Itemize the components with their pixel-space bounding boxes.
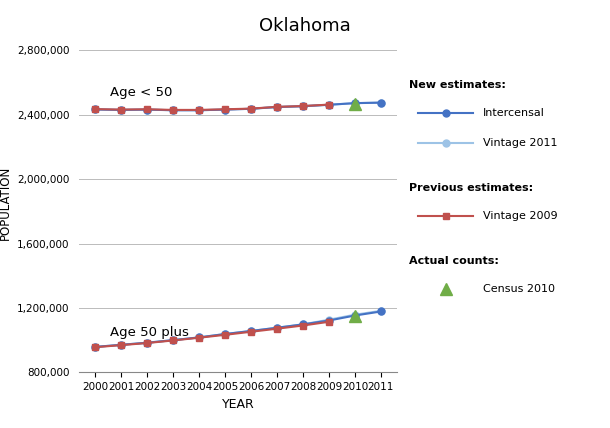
- Text: Age < 50: Age < 50: [110, 86, 173, 99]
- Text: Vintage 2009: Vintage 2009: [483, 211, 558, 221]
- Text: Actual counts:: Actual counts:: [409, 256, 498, 266]
- Text: Age 50 plus: Age 50 plus: [110, 326, 189, 339]
- Y-axis label: POPULATION: POPULATION: [0, 166, 12, 241]
- Text: Census 2010: Census 2010: [483, 284, 555, 294]
- Text: Previous estimates:: Previous estimates:: [409, 184, 533, 193]
- Text: New estimates:: New estimates:: [409, 80, 506, 90]
- Text: Intercensal: Intercensal: [483, 108, 545, 118]
- Text: Oklahoma: Oklahoma: [259, 17, 351, 35]
- Text: Vintage 2011: Vintage 2011: [483, 138, 558, 149]
- X-axis label: YEAR: YEAR: [221, 398, 254, 410]
